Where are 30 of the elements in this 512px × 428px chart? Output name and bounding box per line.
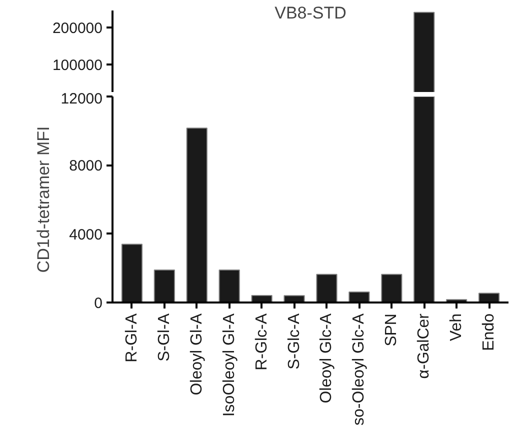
y-axis-title: CD1d-tetramer MFI <box>34 126 53 273</box>
y-tick-label: 100000 <box>52 57 103 74</box>
x-tick-label: S-Glc-A <box>286 313 303 370</box>
bar <box>154 270 175 302</box>
bar <box>348 292 370 302</box>
x-tick-label: SPN <box>383 313 400 346</box>
y-tick-label: 8000 <box>69 158 103 175</box>
x-tick-label: Veh <box>448 313 466 342</box>
chart-title: VB8-STD <box>274 4 346 22</box>
x-tick-label: α-GalCer <box>416 312 433 379</box>
bar <box>121 244 143 302</box>
y-tick-label: 12000 <box>60 90 103 108</box>
bar <box>284 295 305 302</box>
bar <box>478 292 500 302</box>
x-tick-label: IsoOleoyl Gl-A <box>220 313 238 417</box>
x-tick-label: S-Gl-A <box>156 313 173 362</box>
x-tick-label: Oleoyl Gl-A <box>188 313 206 396</box>
y-tick-label: 200000 <box>52 20 103 37</box>
x-tick-label: R-Glc-A <box>253 313 270 370</box>
bar <box>218 270 240 302</box>
y-tick-label: 4000 <box>69 226 103 244</box>
bar <box>186 128 208 302</box>
x-tick-label: Oleoyl Glc-A <box>318 313 336 404</box>
x-tick-label: R-Gl-A <box>123 313 140 362</box>
y-tick-label: 0 <box>94 295 102 312</box>
bar <box>381 274 402 302</box>
bar <box>316 274 338 302</box>
bar <box>414 96 435 302</box>
x-tick-label: so-Oleoyl Glc-A <box>350 313 368 426</box>
x-tick-label: Endo <box>480 313 498 351</box>
